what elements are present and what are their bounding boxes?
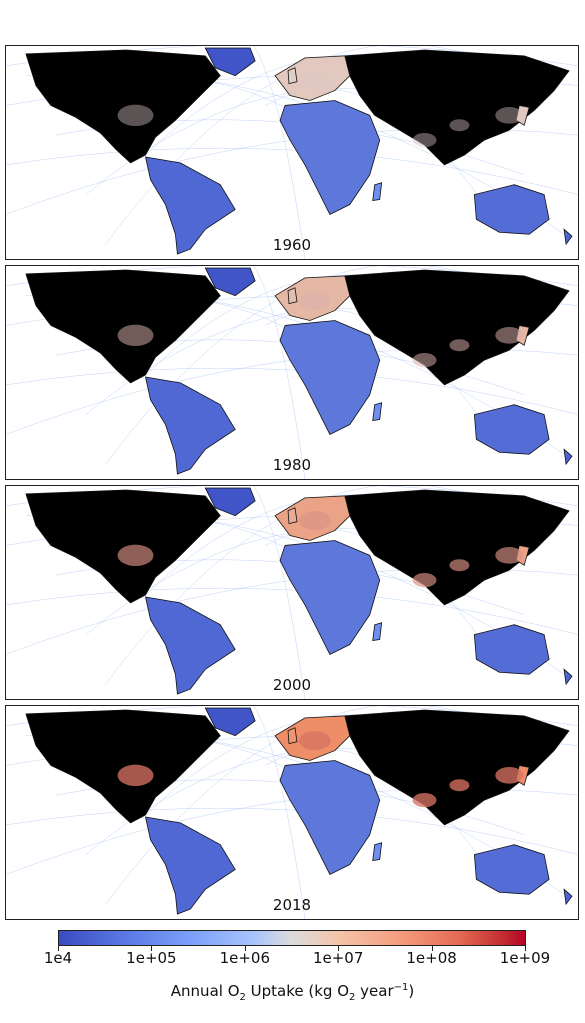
landmass-green xyxy=(204,47,256,77)
landmass-na xyxy=(25,49,221,164)
colorbar xyxy=(58,930,526,946)
landmass-nz xyxy=(563,448,573,466)
emission-hotspot xyxy=(117,104,154,127)
colorbar-tick xyxy=(244,946,246,951)
landmass-green xyxy=(204,267,256,297)
landmass-nz xyxy=(563,668,573,686)
colorbar-tick-label: 1e+09 xyxy=(499,949,551,967)
landmass-af xyxy=(279,320,381,435)
map-panel-2018: 2018 xyxy=(5,705,579,920)
landmass-uk xyxy=(287,727,298,745)
landmass-as xyxy=(344,269,570,386)
emission-hotspot xyxy=(298,731,331,751)
colorbar-tick xyxy=(151,946,153,951)
landmass-sa xyxy=(144,376,236,475)
landmass-uk xyxy=(287,507,298,525)
emission-hotspot xyxy=(298,511,331,531)
colorbar-tick-label: 1e+06 xyxy=(219,949,271,967)
landmass-au xyxy=(473,404,550,455)
world-map xyxy=(6,486,578,699)
landmass-nz xyxy=(563,228,573,246)
panel-year-label: 2000 xyxy=(272,676,312,694)
landmass-af xyxy=(279,760,381,875)
landmass-mad xyxy=(372,622,383,642)
emission-hotspot xyxy=(117,764,154,787)
panel-year-label: 1980 xyxy=(272,456,312,474)
landmass-au xyxy=(473,624,550,675)
landmass-uk xyxy=(287,67,298,85)
landmass-na xyxy=(25,489,221,604)
landmass-na xyxy=(25,709,221,824)
colorbar-tick xyxy=(338,946,340,951)
emission-hotspot xyxy=(495,107,524,124)
emission-hotspot xyxy=(495,327,524,344)
landmass-uk xyxy=(287,287,298,305)
emission-hotspot xyxy=(412,352,437,368)
colorbar-tick-label: 1e4 xyxy=(43,949,73,967)
emission-hotspot xyxy=(495,767,524,784)
colorbar-tick-label: 1e+05 xyxy=(126,949,177,967)
landmass-jp xyxy=(515,104,530,126)
map-panel-2000: 2000 xyxy=(5,485,579,700)
emission-hotspot xyxy=(449,779,470,792)
landmass-sa xyxy=(144,596,236,695)
panel-year-label: 2018 xyxy=(272,896,312,914)
landmass-au xyxy=(473,184,550,235)
colorbar-tick xyxy=(58,946,59,951)
emission-hotspot xyxy=(449,119,470,132)
landmass-as xyxy=(344,709,570,826)
emission-hotspot xyxy=(449,339,470,352)
world-map xyxy=(6,46,578,259)
landmass-green xyxy=(204,707,256,737)
landmass-sa xyxy=(144,816,236,915)
landmass-mad xyxy=(372,182,383,202)
emission-hotspot xyxy=(298,71,331,91)
landmass-mad xyxy=(372,402,383,422)
emission-hotspot xyxy=(412,572,437,588)
landmass-nz xyxy=(563,888,573,906)
landmass-na xyxy=(25,269,221,384)
emission-hotspot xyxy=(495,547,524,564)
emission-hotspot xyxy=(117,324,154,347)
panel-year-label: 1960 xyxy=(272,236,312,254)
world-map xyxy=(6,266,578,479)
landmass-af xyxy=(279,100,381,215)
colorbar-label: Annual O2 Uptake (kg O2 year−1) xyxy=(170,982,415,1003)
map-panel-1980: 1980 xyxy=(5,265,579,480)
colorbar-tick-label: 1e+08 xyxy=(406,949,457,967)
emission-hotspot xyxy=(412,792,437,808)
emission-hotspot xyxy=(449,559,470,572)
landmass-green xyxy=(204,487,256,517)
landmass-as xyxy=(344,489,570,606)
map-panel-1960: 1960 xyxy=(5,45,579,260)
landmass-eu xyxy=(274,55,356,101)
landmass-mad xyxy=(372,842,383,862)
emission-hotspot xyxy=(298,291,331,311)
landmass-as xyxy=(344,49,570,166)
landmass-au xyxy=(473,844,550,895)
emission-hotspot xyxy=(412,132,437,148)
colorbar-tick xyxy=(525,946,526,951)
landmass-sa xyxy=(144,156,236,255)
landmass-af xyxy=(279,540,381,655)
world-map xyxy=(6,706,578,919)
colorbar-tick xyxy=(431,946,433,951)
colorbar-tick-label: 1e+07 xyxy=(312,949,364,967)
emission-hotspot xyxy=(117,544,154,567)
